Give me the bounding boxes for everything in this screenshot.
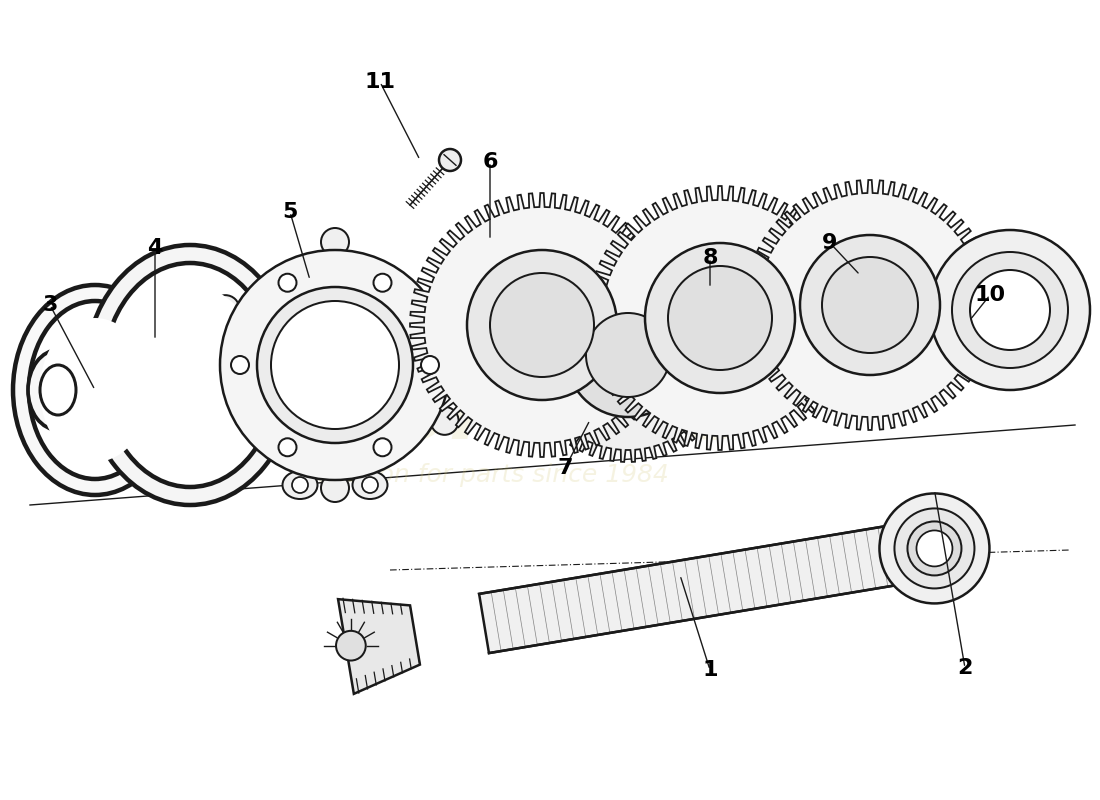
Ellipse shape: [29, 301, 161, 479]
Circle shape: [645, 243, 795, 393]
Text: 4: 4: [147, 238, 163, 258]
Circle shape: [566, 293, 690, 417]
Circle shape: [908, 522, 961, 575]
Text: 10: 10: [975, 285, 1005, 305]
Text: 11: 11: [364, 72, 396, 92]
Polygon shape: [410, 193, 674, 457]
Text: 9: 9: [823, 233, 838, 253]
Circle shape: [930, 230, 1090, 390]
Circle shape: [321, 228, 349, 256]
Circle shape: [490, 273, 594, 377]
Polygon shape: [480, 526, 900, 653]
Polygon shape: [338, 599, 420, 694]
Circle shape: [278, 274, 297, 292]
Circle shape: [430, 295, 459, 323]
Circle shape: [211, 407, 240, 435]
Text: 6: 6: [482, 152, 497, 172]
Circle shape: [822, 257, 918, 353]
Circle shape: [271, 301, 399, 429]
Ellipse shape: [40, 365, 76, 415]
Circle shape: [321, 474, 349, 502]
Ellipse shape: [28, 350, 88, 430]
Circle shape: [952, 252, 1068, 368]
Circle shape: [894, 509, 975, 589]
Ellipse shape: [118, 285, 262, 465]
Ellipse shape: [283, 471, 318, 499]
Circle shape: [970, 270, 1050, 350]
Circle shape: [800, 235, 940, 375]
Circle shape: [880, 494, 990, 603]
Circle shape: [362, 477, 378, 493]
Circle shape: [292, 477, 308, 493]
Circle shape: [439, 149, 461, 171]
Ellipse shape: [40, 318, 150, 462]
Ellipse shape: [352, 471, 387, 499]
Circle shape: [231, 356, 249, 374]
Polygon shape: [521, 248, 735, 462]
Circle shape: [257, 287, 412, 443]
Ellipse shape: [13, 285, 177, 495]
Text: a passion for parts since 1984: a passion for parts since 1984: [292, 463, 669, 487]
Text: 8: 8: [702, 248, 717, 268]
Circle shape: [421, 356, 439, 374]
Circle shape: [211, 295, 240, 323]
Circle shape: [586, 313, 670, 397]
Circle shape: [374, 274, 392, 292]
Text: 1: 1: [702, 660, 717, 680]
Text: EUROSPARES: EUROSPARES: [131, 374, 749, 455]
Ellipse shape: [103, 263, 277, 487]
Circle shape: [220, 250, 450, 480]
Text: 5: 5: [283, 202, 298, 222]
Polygon shape: [745, 180, 996, 430]
Circle shape: [336, 631, 365, 661]
Ellipse shape: [85, 245, 295, 505]
Polygon shape: [588, 186, 852, 450]
Circle shape: [278, 438, 297, 456]
Circle shape: [468, 250, 617, 400]
Text: 2: 2: [957, 658, 972, 678]
Circle shape: [668, 266, 772, 370]
Text: 3: 3: [42, 295, 57, 315]
Circle shape: [916, 530, 953, 566]
Text: 7: 7: [558, 458, 573, 478]
Circle shape: [374, 438, 392, 456]
Circle shape: [430, 407, 459, 435]
